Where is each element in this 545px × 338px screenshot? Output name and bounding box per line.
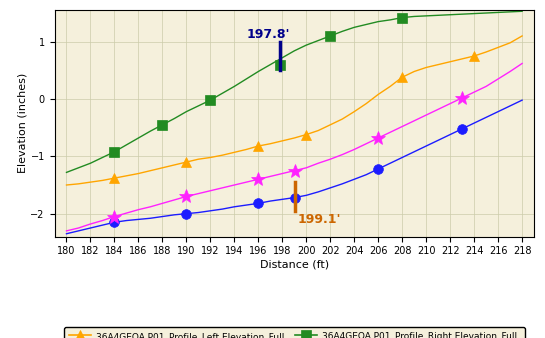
Text: 199.1': 199.1' — [298, 213, 341, 225]
Legend: 36A4GEOA.P01_Profile_Left Elevation_Full, 36A4GWOA.P01_Profile_Left Elevation_Fu: 36A4GEOA.P01_Profile_Left Elevation_Full… — [64, 327, 524, 338]
Y-axis label: Elevation (inches): Elevation (inches) — [17, 73, 28, 173]
X-axis label: Distance (ft): Distance (ft) — [260, 259, 329, 269]
Text: 197.8': 197.8' — [246, 27, 290, 41]
